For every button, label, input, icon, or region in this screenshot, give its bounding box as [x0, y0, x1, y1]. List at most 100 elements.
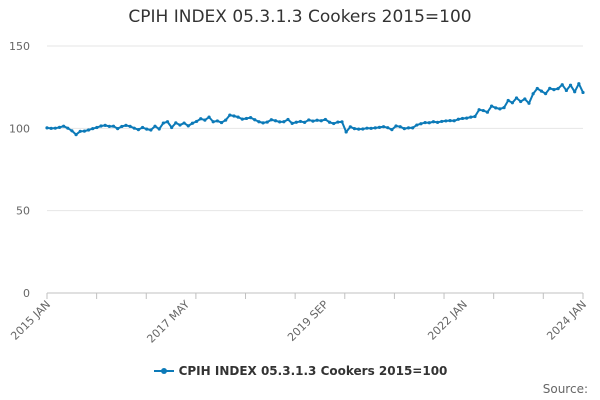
y-tick-label: 50 — [16, 205, 30, 218]
data-point — [548, 86, 552, 90]
data-point — [307, 118, 311, 122]
legend[interactable]: CPIH INDEX 05.3.1.3 Cookers 2015=100 — [0, 364, 600, 379]
data-point — [153, 124, 157, 128]
data-point — [448, 118, 452, 123]
data-point — [91, 127, 95, 131]
data-point — [174, 121, 178, 125]
data-point — [577, 82, 581, 86]
data-point — [178, 123, 182, 127]
x-tick-label: 2019 SEP — [285, 298, 331, 344]
data-point — [170, 125, 174, 130]
data-point — [373, 126, 377, 130]
data-point — [194, 119, 199, 124]
data-point — [249, 116, 253, 120]
data-point — [215, 119, 219, 123]
data-point — [361, 127, 365, 131]
data-point — [294, 120, 298, 124]
data-point — [232, 114, 236, 118]
data-point — [253, 118, 257, 122]
series-line — [46, 82, 584, 136]
legend-item[interactable]: CPIH INDEX 05.3.1.3 Cookers 2015=100 — [153, 364, 448, 378]
data-point — [62, 124, 66, 128]
x-tick-label: 2017 MAY — [144, 298, 192, 346]
data-point — [95, 125, 99, 130]
data-point — [494, 106, 498, 110]
data-point — [49, 126, 53, 130]
legend-label: CPIH INDEX 05.3.1.3 Cookers 2015=100 — [178, 364, 448, 378]
data-point — [107, 124, 111, 128]
data-point — [70, 129, 74, 133]
x-tick-label: 2015 JAN — [8, 298, 53, 343]
data-point — [406, 126, 411, 130]
data-point — [510, 101, 514, 105]
data-point — [481, 108, 485, 113]
data-point — [203, 118, 207, 122]
data-point — [132, 126, 136, 130]
data-point — [111, 124, 116, 128]
data-point — [145, 127, 149, 131]
data-point — [485, 110, 490, 114]
data-point — [394, 124, 398, 128]
chart-title: CPIH INDEX 05.3.1.3 Cookers 2015=100 — [128, 7, 472, 27]
data-point — [261, 121, 265, 125]
data-point — [157, 127, 161, 131]
data-point — [207, 115, 211, 119]
y-tick-label: 0 — [23, 287, 30, 300]
data-point — [564, 88, 568, 93]
data-point — [381, 125, 386, 129]
data-point — [377, 125, 381, 129]
y-tick-label: 150 — [9, 40, 30, 53]
data-point — [86, 128, 91, 132]
source-label: Source: — [542, 382, 588, 396]
data-point — [581, 90, 585, 95]
data-point — [282, 120, 286, 124]
data-point — [344, 130, 348, 134]
data-point — [78, 129, 82, 133]
data-point — [265, 120, 269, 124]
data-point — [444, 119, 448, 123]
data-point — [460, 116, 465, 121]
data-point — [303, 120, 307, 125]
data-point — [435, 120, 440, 125]
data-point — [186, 124, 190, 128]
data-point — [323, 117, 327, 122]
data-point — [286, 117, 290, 122]
data-point — [348, 125, 352, 129]
data-point — [128, 124, 132, 128]
data-point — [149, 128, 153, 132]
data-point — [66, 126, 70, 130]
data-point — [369, 126, 373, 130]
data-point — [568, 83, 573, 87]
data-point — [136, 128, 141, 132]
data-point — [531, 92, 535, 96]
data-point — [473, 114, 477, 119]
data-point — [315, 118, 319, 122]
data-point — [74, 132, 78, 137]
data-point — [327, 120, 332, 124]
data-point — [332, 121, 336, 126]
data-point — [365, 126, 369, 130]
data-point — [99, 124, 103, 128]
legend-line-marker-icon — [153, 368, 174, 374]
data-point — [224, 118, 228, 122]
data-point — [452, 119, 456, 123]
data-point — [182, 121, 186, 125]
data-point — [257, 120, 261, 124]
data-point — [539, 89, 544, 93]
x-tick-label: 2024 JAN — [544, 298, 589, 343]
data-point — [82, 129, 86, 133]
data-point — [336, 120, 340, 124]
data-point — [244, 116, 249, 121]
data-point — [552, 88, 556, 92]
data-point — [402, 127, 406, 131]
data-point — [357, 127, 361, 131]
data-point — [352, 127, 357, 131]
data-point — [161, 121, 165, 125]
data-point — [219, 120, 224, 125]
data-point — [269, 118, 273, 122]
data-point — [298, 119, 303, 124]
data-point — [440, 119, 444, 124]
data-point — [273, 119, 278, 123]
data-point — [477, 108, 481, 112]
x-tick-label: 2022 JAN — [425, 298, 470, 343]
